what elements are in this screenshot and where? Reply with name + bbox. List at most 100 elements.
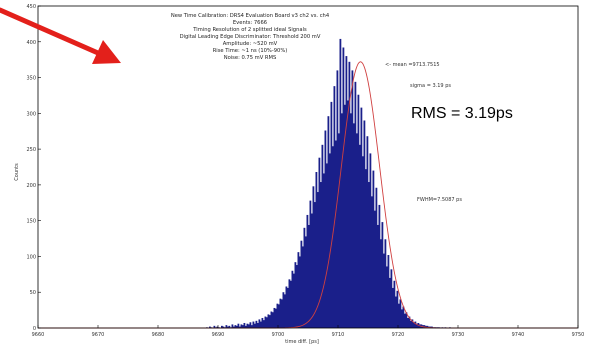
histogram-bar	[233, 326, 235, 328]
histogram-bar	[227, 326, 229, 328]
histogram-bar	[324, 130, 327, 328]
y-tick-label: 300	[26, 111, 36, 117]
title-line: Amplitude: ~520 mV	[223, 41, 278, 47]
histogram-bar	[413, 322, 415, 328]
y-tick-label: 200	[26, 183, 36, 189]
histogram-bar	[410, 320, 412, 328]
x-tick-label: 9700	[272, 332, 285, 338]
histogram-bar	[360, 107, 363, 328]
y-axis-label: Counts	[14, 163, 20, 181]
x-tick-label: 9730	[452, 332, 465, 338]
x-tick-label: 9660	[32, 332, 45, 338]
histogram-bar	[327, 116, 330, 328]
histogram-bar	[362, 156, 364, 328]
histogram-bar	[216, 326, 219, 328]
histogram-bar	[249, 322, 252, 328]
histogram-bar	[300, 240, 303, 328]
histogram-bar	[372, 170, 375, 328]
histogram-bar	[248, 324, 250, 328]
histogram-bar	[371, 196, 373, 328]
histogram-bar	[270, 311, 273, 328]
histogram-bar	[243, 322, 246, 328]
histogram-bar	[287, 287, 289, 328]
x-tick-label: 9710	[332, 332, 345, 338]
histogram-bar	[269, 315, 271, 328]
histogram-bar	[356, 133, 358, 328]
histogram-bar	[293, 273, 295, 328]
histogram-bar	[395, 296, 397, 328]
histogram-bar	[231, 324, 234, 328]
histogram-bar	[303, 227, 306, 328]
histogram-bar	[401, 309, 403, 328]
histogram-bar	[414, 321, 417, 328]
histogram-bar	[408, 316, 411, 328]
histogram-bar	[315, 172, 318, 328]
histogram-bar	[299, 256, 301, 328]
histogram-bar	[308, 224, 310, 328]
histogram-bar	[279, 298, 282, 328]
red-arrow	[0, 7, 121, 64]
histogram-bar	[314, 202, 316, 328]
histogram-bar	[278, 304, 280, 328]
histogram-bar	[393, 280, 396, 328]
x-axis-label: time diff. [ps]	[285, 339, 319, 345]
histogram-bar	[291, 270, 294, 328]
histogram-bar	[273, 307, 276, 328]
histogram-bar	[344, 104, 346, 328]
histogram-bar	[342, 47, 345, 328]
histogram-bar	[411, 319, 414, 328]
y-tick-label: 450	[26, 4, 36, 10]
histogram-bar	[267, 314, 270, 328]
title-line: Digital Leading Edge Discriminator: Thre…	[180, 34, 321, 40]
histogram-bar	[246, 323, 249, 328]
x-axis-ticks: 9660 9670 9680 9690 9700 9710 9720 9730 9740 9750	[32, 325, 584, 338]
histogram-bar	[353, 123, 355, 328]
histogram-bar	[381, 222, 384, 328]
histogram-bar	[228, 325, 231, 328]
histogram-bar	[288, 279, 291, 328]
histogram-bar	[386, 266, 388, 328]
histogram-bar	[404, 313, 406, 328]
histogram-bar	[251, 325, 253, 328]
histogram-bar	[306, 214, 309, 328]
histogram-bar	[350, 113, 352, 328]
histogram-bar	[339, 38, 342, 329]
histogram-bar	[264, 316, 267, 328]
histogram-bar	[354, 81, 357, 328]
histogram-bar	[347, 100, 349, 328]
histogram-bar	[348, 61, 351, 329]
histogram-bar	[366, 136, 369, 328]
histogram-bar	[380, 239, 382, 328]
title-line: New Time Calibration: DRS4 Evaluation Bo…	[171, 13, 330, 19]
y-tick-label: 100	[26, 254, 36, 260]
histogram-bar	[294, 262, 297, 328]
x-tick-label: 9720	[392, 332, 405, 338]
y-tick-label: 400	[26, 40, 36, 46]
histogram-bar	[245, 325, 247, 328]
histogram-bar	[369, 153, 372, 328]
histogram-bar	[309, 200, 312, 328]
histogram-bar	[209, 326, 211, 328]
histogram-bar	[240, 324, 243, 328]
chart-title: New Time Calibration: DRS4 Evaluation Bo…	[171, 13, 330, 61]
rms-label: RMS = 3.19ps	[411, 105, 513, 122]
histogram-bar	[302, 246, 304, 328]
histogram-bar	[375, 187, 378, 328]
histogram-bar	[285, 286, 288, 328]
histogram-bar	[252, 321, 255, 328]
histogram-bar	[222, 326, 225, 328]
histogram-bar	[359, 144, 361, 328]
histogram-bar	[338, 133, 340, 328]
x-tick-label: 9690	[212, 332, 225, 338]
histogram-bar	[311, 213, 313, 328]
histogram-bar	[323, 173, 325, 328]
histogram-bar	[255, 320, 258, 328]
fwhm-annotation: FWHM=7.5087 ps	[417, 197, 462, 203]
histogram-bar	[377, 224, 379, 328]
histogram-bar	[225, 325, 228, 328]
histogram-bar	[266, 317, 268, 328]
histogram-bar	[305, 236, 307, 328]
histogram-bar	[239, 326, 241, 328]
histogram-bar	[431, 326, 433, 328]
